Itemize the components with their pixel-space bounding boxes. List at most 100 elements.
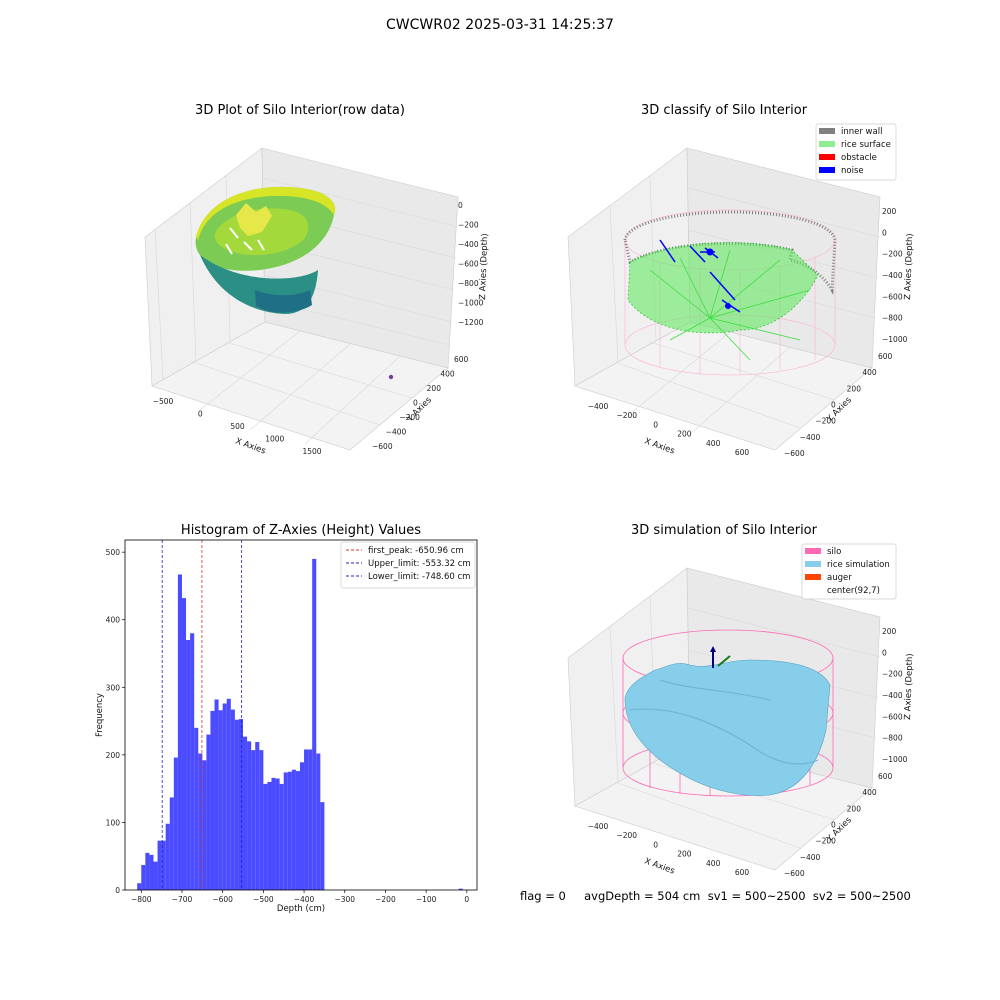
classify-z-tick: −1000 [882, 335, 908, 344]
classify-plot-title: 3D classify of Silo Interior [640, 103, 808, 118]
histogram-bar [214, 699, 219, 890]
raw-z-tick: −600 [458, 260, 479, 269]
classify-rice-surface [627, 242, 819, 334]
histogram-bar [210, 710, 215, 890]
classify-legend-item: noise [841, 166, 864, 176]
raw-z-tick: −1200 [458, 318, 484, 327]
histogram-bar [247, 741, 252, 890]
histogram-bar [275, 778, 280, 890]
raw-z-tick: 0 [458, 201, 463, 210]
simulation-z-tick: 0 [882, 648, 887, 657]
classify-legend-item: obstacle [841, 153, 877, 163]
simulation-rice-surface [624, 659, 831, 796]
classify-x-tick: 200 [677, 430, 692, 439]
classify-z-tick: −400 [882, 271, 903, 280]
classify-z-label: Z Axies (Depth) [903, 233, 915, 300]
histogram-bar [291, 769, 296, 890]
histogram-bar [234, 719, 239, 890]
raw-y-tick: −400 [386, 428, 407, 437]
raw-dark-floor [255, 290, 312, 313]
simulation-z-label: Z Axies (Depth) [903, 653, 915, 720]
simulation-auger-arm [717, 655, 731, 667]
histogram-chart: −800 −700 −600 −500 −400 −300 −200 −100 0 0 100 200… [95, 539, 478, 914]
raw-x-tick: 1500 [302, 447, 321, 456]
raw-outlier-point [388, 374, 394, 380]
histogram-bar [141, 865, 146, 890]
classify-y-tick: −400 [800, 433, 821, 442]
simulation-legend-item: silo [827, 547, 841, 557]
simulation-legend-swatch [805, 548, 821, 554]
histogram-bar [161, 840, 166, 890]
simulation-z-tick: −600 [882, 712, 903, 721]
raw-x-tick: −500 [153, 397, 174, 406]
simulation-x-tick: 400 [706, 859, 721, 868]
histogram-bar [279, 783, 284, 890]
raw-floor-pane [151, 321, 449, 451]
classify-legend-item: rice surface [841, 140, 891, 150]
histogram-bar [169, 797, 174, 890]
hist-title: Histogram of Z-Axies (Height) Values [180, 523, 422, 538]
raw-z-tick: −400 [458, 240, 479, 249]
histogram-bar [271, 777, 276, 890]
simulation-z-tick: −400 [882, 691, 903, 700]
histogram-bar [295, 771, 300, 890]
simulation-x-tick: 0 [653, 840, 658, 849]
classify-y-tick: 200 [847, 384, 862, 393]
raw-z-tick: −1000 [458, 299, 484, 308]
histogram-bar [299, 762, 305, 890]
classify-x-label: X Axies [643, 436, 676, 456]
histogram-bar [194, 727, 199, 890]
hist-y-tick-label: 400 [106, 616, 121, 625]
classify-points [623, 210, 837, 361]
histogram-bar [157, 840, 162, 890]
simulation-y-tick: −400 [800, 853, 821, 862]
raw-y-tick: 200 [427, 384, 442, 393]
simulation-y-tick: 200 [847, 804, 862, 813]
histogram-bar [316, 753, 321, 890]
raw-point-cloud [195, 186, 394, 380]
histogram-bar [243, 736, 248, 890]
histogram-bar [230, 709, 235, 890]
hist-x-tick-label: −100 [416, 895, 437, 904]
status-line: flag = 0 avgDepth = 504 cm sv1 = 500~250… [520, 889, 911, 903]
raw-z-tick: −200 [458, 221, 479, 230]
classify-legend-swatch [819, 141, 835, 147]
figure-title: CWCWR02 2025-03-31 14:25:37 [386, 17, 614, 33]
classify-noise-cluster-2 [725, 303, 731, 309]
hist-legend-item: Lower_limit: -748.60 cm [368, 572, 470, 582]
simulation-z-tick: −200 [882, 670, 903, 679]
raw-x-label: X Axies [234, 436, 267, 456]
histogram-bar [458, 888, 463, 890]
histogram-bar [222, 703, 227, 890]
simulation-auger-head [710, 646, 716, 652]
raw-plot-title: 3D Plot of Silo Interior(row data) [195, 103, 405, 118]
histogram-bar [206, 734, 211, 890]
hist-y-label: Frequency [95, 693, 105, 737]
classify-x-tick: 0 [653, 420, 658, 429]
histogram-bar [259, 750, 264, 890]
raw-peak [236, 203, 272, 236]
histogram-bar [267, 781, 272, 890]
simulation-y-tick: −200 [815, 837, 836, 846]
classify-y-tick: 600 [878, 352, 893, 361]
histogram-bar [226, 698, 231, 890]
histogram-bar [312, 558, 317, 890]
classify-y-tick: −600 [784, 449, 805, 458]
hist-x-tick-label: −500 [253, 895, 274, 904]
classify-z-tick: 0 [882, 228, 887, 237]
classify-floor-pane [574, 321, 873, 451]
hist-legend-item: first_peak: -650.96 cm [368, 546, 464, 556]
histogram-bar [145, 852, 150, 890]
simulation-x-tick: −200 [616, 831, 637, 840]
simulation-plot-title: 3D simulation of Silo Interior [631, 523, 817, 538]
classify-z-tick: −200 [882, 250, 903, 259]
simulation-z-tick: 200 [882, 627, 897, 636]
histogram-bar [177, 574, 182, 890]
hist-x-tick-label: 0 [464, 895, 469, 904]
histogram-bar [308, 749, 313, 890]
simulation-x-tick: −400 [588, 822, 609, 831]
simulation-y-tick: 600 [878, 772, 893, 781]
raw-y-tick: −200 [399, 413, 420, 422]
histogram-bar [181, 598, 187, 890]
simulation-legend-item: center(92,7) [827, 586, 880, 596]
